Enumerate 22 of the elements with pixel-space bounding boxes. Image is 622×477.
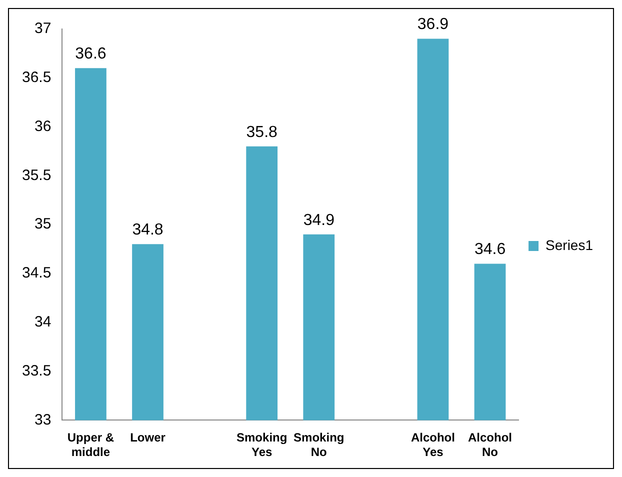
data-label: 34.6 xyxy=(474,241,506,258)
y-tick-label: 36.5 xyxy=(22,69,52,86)
data-label: 34.9 xyxy=(303,212,335,229)
y-tick-label: 33 xyxy=(34,411,52,428)
data-label: 36.6 xyxy=(75,46,106,63)
y-tick-label: 36 xyxy=(34,118,52,135)
x-tick-label: Alcohol Yes xyxy=(410,430,455,460)
data-label: 34.8 xyxy=(132,222,164,239)
x-tick-label: Upper & middle xyxy=(67,430,114,460)
y-tick-label: 34 xyxy=(34,314,52,331)
legend-label: Series1 xyxy=(546,236,594,253)
x-tick-label: Smoking Yes xyxy=(236,430,288,460)
data-label: 35.8 xyxy=(246,124,278,141)
y-tick-label: 37 xyxy=(34,20,52,38)
x-tick-label: Alcohol No xyxy=(468,430,512,460)
y-tick-label: 35.5 xyxy=(22,166,52,184)
y-tick-label: 35 xyxy=(34,216,52,233)
x-tick-label: Lower xyxy=(130,430,166,445)
y-tick-label: 33.5 xyxy=(22,362,52,380)
x-tick-label: Smoking No xyxy=(294,430,344,460)
data-label: 36.9 xyxy=(417,16,449,34)
y-tick-label: 34.5 xyxy=(22,264,52,282)
